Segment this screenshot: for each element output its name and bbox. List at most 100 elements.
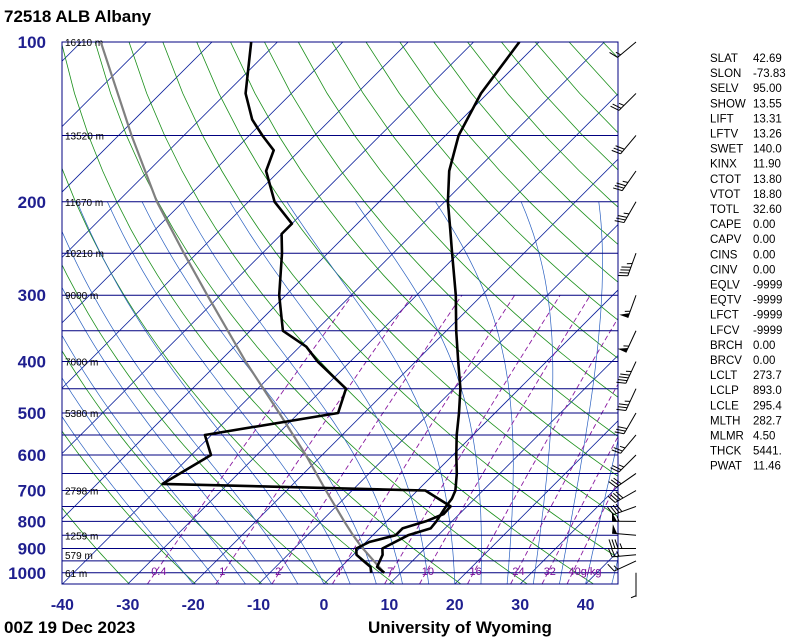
wind-barb-flag xyxy=(615,503,623,512)
temperature-tick-label: 20 xyxy=(446,597,464,614)
moist-adiabat xyxy=(62,334,246,584)
pressure-tick-label: 300 xyxy=(18,286,46,305)
isotherm-line xyxy=(519,485,618,584)
index-value: -9999 xyxy=(753,280,782,292)
dry-adiabat xyxy=(128,42,594,584)
wind-barb-flag xyxy=(611,539,616,549)
index-value: 42.69 xyxy=(753,53,782,65)
wind-barb-flag xyxy=(607,495,616,503)
chart-title: 72518 ALB Albany xyxy=(4,7,152,26)
index-value: 0.00 xyxy=(753,219,775,231)
index-value: 5441. xyxy=(753,446,782,458)
moist-adiabat xyxy=(62,416,194,584)
index-name: MLTH xyxy=(710,415,740,427)
height-label: 2798 m xyxy=(65,487,98,498)
pressure-tick-label: 400 xyxy=(18,353,46,372)
sounding-profiles xyxy=(99,42,521,574)
wind-barb-half-flag xyxy=(618,464,625,468)
wind-barb-flag xyxy=(614,220,625,224)
wind-barb-half-flag xyxy=(622,180,629,183)
dry-adiabat xyxy=(264,42,618,437)
isotherm-line xyxy=(62,42,344,324)
index-name: PWAT xyxy=(710,461,742,473)
wind-barb-flag xyxy=(612,187,623,192)
index-value: 0.00 xyxy=(753,340,775,352)
wind-barb-flag xyxy=(610,547,616,557)
wind-barb xyxy=(612,524,637,536)
isotherm-line xyxy=(323,289,618,584)
dry-adiabat xyxy=(467,42,618,208)
index-name: CINS xyxy=(710,249,738,261)
wind-barb-staff xyxy=(627,253,637,276)
wind-barb-flag xyxy=(615,491,624,499)
wind-barb xyxy=(608,539,637,549)
pressure-tick-label: 800 xyxy=(18,512,46,531)
index-value: 140.0 xyxy=(753,144,782,156)
wind-barb-flag xyxy=(617,426,628,430)
wind-barb-flag xyxy=(614,539,619,549)
index-name: EQLV xyxy=(710,280,740,292)
index-name: MLMR xyxy=(710,431,744,443)
mixing-ratio-line xyxy=(510,383,618,584)
wind-barb-flag xyxy=(616,182,626,187)
index-name: CTOT xyxy=(710,174,741,186)
wind-barb-staff xyxy=(616,473,637,488)
wind-barb xyxy=(607,547,637,558)
pressure-tick-label: 500 xyxy=(18,404,46,423)
index-name: LFCV xyxy=(710,325,740,337)
isotherm-line xyxy=(62,42,82,62)
wind-barb-half-flag xyxy=(616,516,620,522)
wind-barb-flag xyxy=(612,465,622,471)
index-value: 13.55 xyxy=(753,98,782,110)
wind-barb-flag xyxy=(613,147,623,153)
wind-barb-flag xyxy=(607,547,613,558)
wind-barb xyxy=(611,135,637,155)
wind-barb-flag xyxy=(610,494,619,502)
moist-adiabat xyxy=(107,201,351,584)
wind-barb-flag xyxy=(611,449,621,454)
parcel-path-line xyxy=(99,42,386,574)
temperature-tick-label: -40 xyxy=(51,597,74,614)
wind-barb-half-flag xyxy=(613,565,619,570)
wind-barb xyxy=(607,560,637,572)
wind-barb-flag xyxy=(609,52,618,58)
wind-barb xyxy=(610,93,637,111)
mixing-ratio-label: 0.4 xyxy=(151,566,166,578)
index-value: 295.4 xyxy=(753,400,782,412)
wind-barb xyxy=(608,473,637,488)
wind-barb-flag xyxy=(613,477,622,485)
isotherm-line xyxy=(62,42,278,258)
moist-adiabat xyxy=(435,201,514,584)
pressure-tick-label: 700 xyxy=(18,482,46,501)
moist-adiabat xyxy=(62,286,272,584)
index-name: BRCH xyxy=(710,340,743,352)
index-name: CINV xyxy=(710,264,738,276)
wind-barb-half-flag xyxy=(618,102,625,106)
index-value: -9999 xyxy=(753,310,782,322)
index-name: CAPV xyxy=(710,234,742,246)
index-value: 11.90 xyxy=(753,159,781,171)
index-name: LCLE xyxy=(710,400,739,412)
pressure-tick-label: 600 xyxy=(18,446,46,465)
index-value: 4.50 xyxy=(753,431,775,443)
height-label: 5380 m xyxy=(65,409,98,420)
wind-barb-flag xyxy=(612,103,622,109)
wind-barb-flag xyxy=(611,149,621,155)
mixing-ratio-labels: 0.4 1 2 4 7 10 16 24 32 40g/kg xyxy=(151,566,601,578)
wind-barb-staff xyxy=(623,201,637,223)
moist-adiabat xyxy=(355,201,482,584)
index-value: 13.26 xyxy=(753,129,782,141)
wind-barb-staff xyxy=(625,388,637,411)
wind-barb xyxy=(618,253,637,277)
dry-adiabat xyxy=(62,507,130,584)
moist-adiabat xyxy=(62,230,299,584)
wind-barb xyxy=(630,572,637,599)
height-label: 16110 m xyxy=(65,38,103,49)
mixing-ratio-line xyxy=(541,435,618,584)
wind-barb-flag xyxy=(616,217,626,221)
pressure-tick-label: 100 xyxy=(18,33,46,52)
dry-adiabat xyxy=(62,264,329,584)
pressure-axis-labels: 100 200 300 400 500 600 700 800 900 1000 xyxy=(8,33,46,583)
index-value: 0.00 xyxy=(753,234,775,246)
